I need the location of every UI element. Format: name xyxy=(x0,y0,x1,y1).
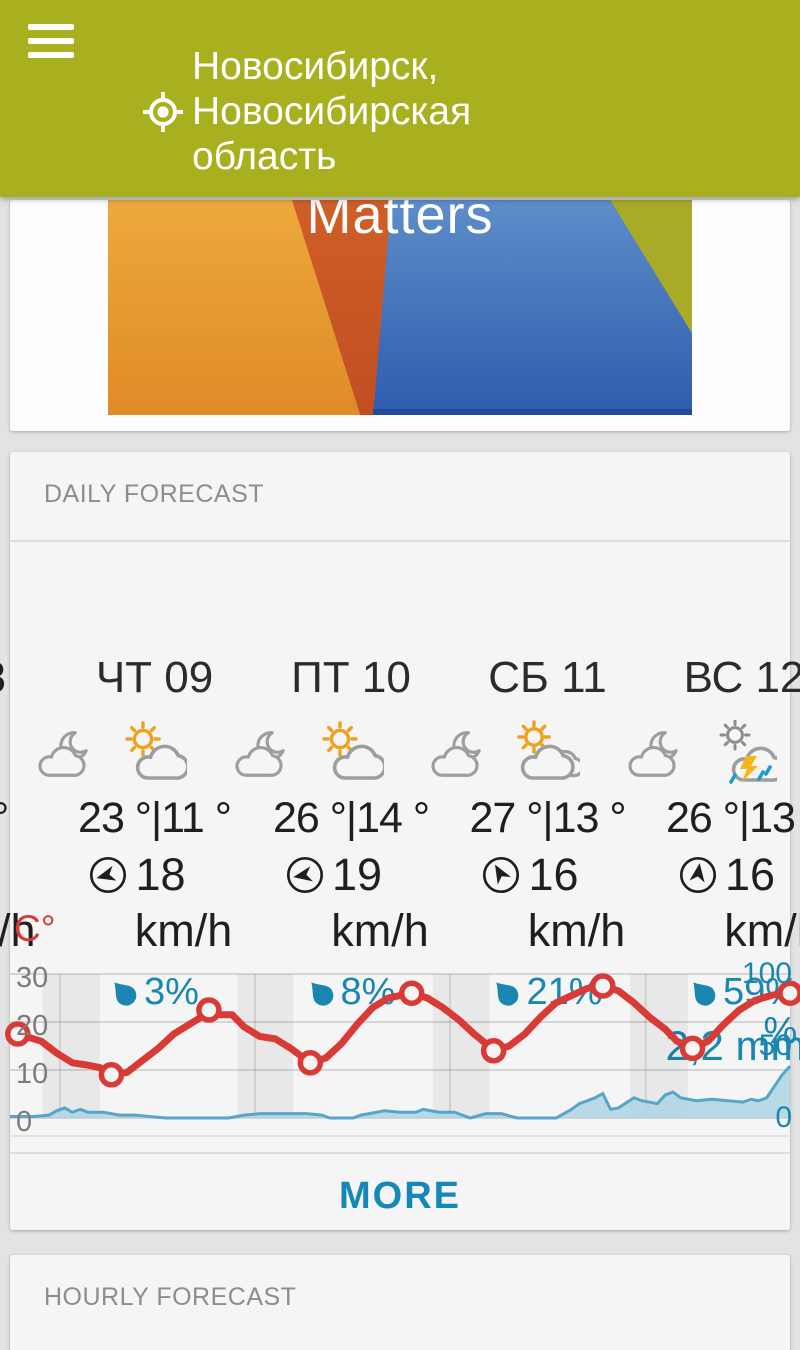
divider xyxy=(10,540,790,542)
moon-cloud-icon xyxy=(38,728,92,777)
ad-shape-strip xyxy=(373,409,692,415)
wind-direction-icon xyxy=(679,856,717,894)
day-temps: 26 °|13 ° xyxy=(665,794,800,842)
precip-chance-wrap: % xyxy=(763,1010,798,1052)
wind-speed: 16 xyxy=(431,848,628,902)
wind-unit: km/h xyxy=(134,905,233,956)
wind-speed-value: 19 xyxy=(331,849,383,900)
precip-chance: 21% xyxy=(449,968,646,1016)
day-icons xyxy=(234,716,450,792)
wind-direction-icon xyxy=(90,856,127,894)
chart-celsius-label: C° xyxy=(14,908,56,949)
day-temps: 27 °|13 ° xyxy=(469,794,626,842)
moon-cloud-icon xyxy=(234,728,288,777)
precip-chance: 8% xyxy=(253,968,450,1016)
day-temps: 23 °|11 ° xyxy=(78,794,232,842)
chart-left-tick: 30 xyxy=(16,962,49,994)
divider xyxy=(10,1152,790,1154)
location-title-line2: Новосибирская xyxy=(192,90,472,133)
day-label: ВС 12 xyxy=(683,653,800,702)
wind-speed: 19 xyxy=(235,848,432,902)
clipped-temp-fragment: ° xyxy=(0,794,10,842)
chart-left-tick: 0 xyxy=(16,1106,33,1138)
wind-speed: 16 xyxy=(628,848,800,902)
ad-text: Matters xyxy=(306,200,494,245)
menu-icon[interactable] xyxy=(28,24,76,60)
clipped-day-label-fragment: 8 xyxy=(0,652,6,704)
precip-chance-value: 8% xyxy=(340,971,396,1013)
wind-speed-value: 18 xyxy=(135,849,186,900)
chart-left-tick: 20 xyxy=(16,1010,49,1042)
moon-cloud-icon xyxy=(431,728,485,777)
sun-cloud-icon xyxy=(125,721,187,780)
chart-right-tick: 100 xyxy=(741,957,792,990)
wind-direction-icon xyxy=(483,856,520,894)
app-header: Новосибирск, Новосибирская область xyxy=(0,0,800,197)
clipped-wind-fragment: /h xyxy=(0,905,36,956)
day-column[interactable]: ЧТ 09 23 °|11 ° 18 km/h 3% xyxy=(38,540,253,1060)
sun-cloud-icon xyxy=(321,721,384,780)
location-title-line3: область xyxy=(192,135,337,178)
precip-chance: 3% xyxy=(56,968,253,1016)
day-label: ЧТ 09 xyxy=(95,653,214,702)
wind-speed-value: 16 xyxy=(528,849,579,900)
day-icons xyxy=(38,716,253,792)
moon-cloud-icon xyxy=(627,728,681,777)
chart-left-tick: 10 xyxy=(16,1058,49,1090)
hourly-forecast-title: HOURLY FORECAST xyxy=(44,1283,297,1311)
chart-right-tick: 0 xyxy=(775,1101,792,1134)
hourly-forecast-card: HOURLY FORECAST xyxy=(10,1255,790,1350)
day-temps: 26 °|14 ° xyxy=(272,794,430,842)
location-title[interactable]: Новосибирск, Новосибирская область xyxy=(143,44,472,179)
wind-speed-value: 16 xyxy=(724,849,776,900)
daily-chart xyxy=(5,973,800,1137)
storm-rain-icon xyxy=(718,720,777,784)
day-label: ПТ 10 xyxy=(291,653,411,702)
wind-speed: 18 xyxy=(38,848,235,902)
my-location-icon xyxy=(143,92,183,132)
more-button[interactable]: MORE xyxy=(339,1175,461,1217)
day-icons xyxy=(627,716,800,792)
ad-image: Matters xyxy=(108,200,692,415)
day-label: СБ 11 xyxy=(488,653,607,702)
precip-chance-value: 3% xyxy=(144,971,199,1013)
chart-right-tick: 50 xyxy=(758,1029,792,1062)
daily-forecast-title: DAILY FORECAST xyxy=(44,480,265,508)
wind-unit: km/h xyxy=(527,905,626,956)
day-column[interactable]: СБ 11 27 °|13 ° 16 km/h 21% xyxy=(431,540,646,1060)
wind-direction-icon xyxy=(286,856,324,894)
precip-chance-value: 21% xyxy=(526,971,603,1013)
location-title-line1: Новосибирск, xyxy=(192,45,439,88)
ad-banner[interactable]: Matters xyxy=(10,200,790,431)
wind-unit: km/h xyxy=(724,905,800,956)
day-column[interactable]: ПТ 10 26 °|14 ° 19 km/h 8% xyxy=(234,540,450,1060)
sun-clouds-icon xyxy=(516,720,580,784)
day-icons xyxy=(431,716,646,792)
wind-unit: km/h xyxy=(331,905,429,956)
